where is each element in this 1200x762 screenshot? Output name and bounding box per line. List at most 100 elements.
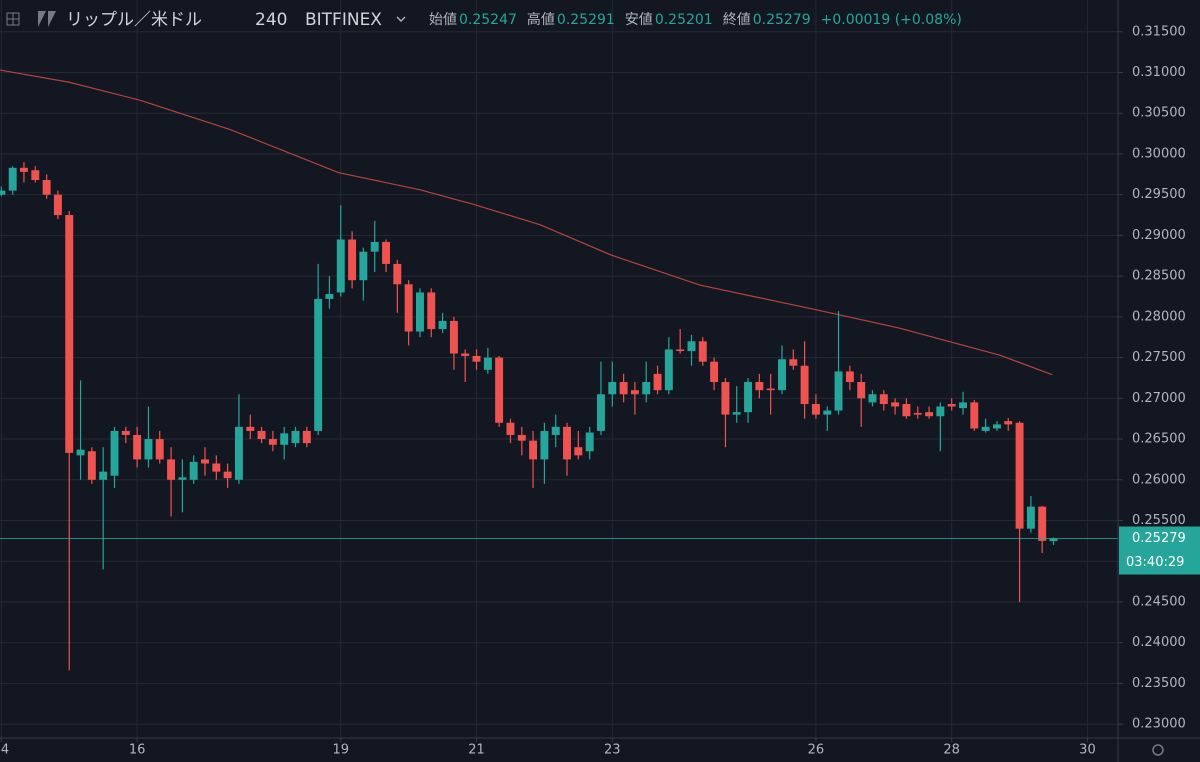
y-tick-label: 0.28500 [1132,269,1186,284]
ohlc-value: 0.25291 [557,12,615,28]
candle-body [687,341,696,352]
candle-body [99,471,108,480]
candle-body [642,382,651,395]
x-tick-label: 16 [129,743,146,758]
ohlc-label: 安値 [625,12,653,28]
settings-icon[interactable] [1152,744,1164,756]
candle-body [133,434,142,460]
candle-body [336,239,345,293]
candle-body [0,190,6,195]
chevron[interactable] [396,16,406,22]
candle-body [31,170,40,181]
grid [0,0,1118,738]
candle-body [563,426,571,460]
candle-body [212,463,221,472]
y-tick-label: 0.26000 [1132,472,1186,487]
candle-body [438,320,447,330]
y-tick-label: 0.25500 [1132,513,1186,528]
ohlc-value: 0.25201 [655,12,713,28]
candle-body [314,298,323,431]
x-tick-label: 28 [943,743,960,758]
candle-body [234,426,243,480]
candle-body [76,449,85,456]
candle-body [619,382,628,395]
candle-body [53,194,62,216]
candle-body [913,412,922,415]
exchange[interactable]: BITFINEX [305,10,382,30]
axes: 0.230000.235000.240000.245000.250000.255… [0,24,1200,758]
change-value: +0.00019 (+0.08%) [821,12,962,28]
candle-body [121,430,130,435]
candle-body [65,215,74,453]
candle-body [461,353,470,356]
candle-body [698,341,707,362]
candle-body [370,241,379,252]
candle-body [416,292,424,332]
y-tick-label: 0.31500 [1132,24,1186,39]
candle-body [19,167,28,172]
y-tick-label: 0.24000 [1132,635,1186,650]
candle-body [302,430,311,444]
candle-body [8,167,17,191]
x-tick-label: 19 [332,743,349,758]
candle-body [449,320,458,354]
candle-body [291,430,300,444]
candle-body [223,471,232,479]
settings-icon[interactable] [1152,744,1164,756]
candle-body [427,292,436,330]
candle-body [834,371,843,411]
candle-body [845,371,854,383]
candle-body [393,263,402,285]
candle-body [167,459,176,480]
price-tag-label: 0.25279 [1132,531,1186,546]
x-tick-label: 30 [1079,743,1096,758]
candle-body [1015,422,1024,529]
y-tick-label: 0.23500 [1132,676,1186,691]
candle-body [744,382,753,413]
ohlc-value: 0.25279 [753,12,811,28]
candle-body [483,357,492,370]
candle-body [811,404,820,415]
candle-body [495,357,504,423]
candle-body [551,426,560,435]
candle-body [268,439,277,445]
y-tick-label: 0.31000 [1132,65,1186,80]
candle-body [155,439,164,460]
x-tick-label: 4 [1,743,9,758]
candle-body [891,402,900,407]
ohlc-label: 終値 [723,12,751,28]
y-tick-label: 0.27000 [1132,391,1186,406]
candle-body [144,439,153,460]
y-tick-label: 0.23000 [1132,717,1186,732]
header: リップル／米ドル 240 BITFINEX 始値 0.25247 高値 0.25291… [6,10,962,30]
candle-body [1004,421,1013,425]
candle-body [201,459,209,464]
candle-body [574,447,583,456]
candle-body [280,433,289,445]
y-tick-label: 0.30000 [1132,146,1186,161]
x-tick-label: 26 [808,743,825,758]
logo [38,11,56,27]
countdown-tag [1119,550,1200,575]
candle-body [993,424,1001,429]
candle-body [664,349,673,391]
candle-body [1049,538,1058,542]
candle-body [189,461,198,480]
candle-body [529,440,538,460]
ohlc-value: 0.25247 [459,12,517,28]
candle-body [608,382,617,395]
moving-average [0,69,1053,376]
candle-body [800,365,809,405]
interval[interactable]: 240 [255,10,287,30]
candle-body [653,373,662,391]
symbol[interactable]: リップル／米ドル [66,10,202,30]
candle-body [959,402,967,409]
candle-body [359,251,368,281]
y-tick-label: 0.29000 [1132,228,1186,243]
candle-body [902,404,911,417]
candle-body [506,422,515,435]
candle-body [947,404,956,407]
candle-body [879,394,888,405]
candle-body [936,406,945,417]
y-tick-label: 0.28000 [1132,309,1186,324]
